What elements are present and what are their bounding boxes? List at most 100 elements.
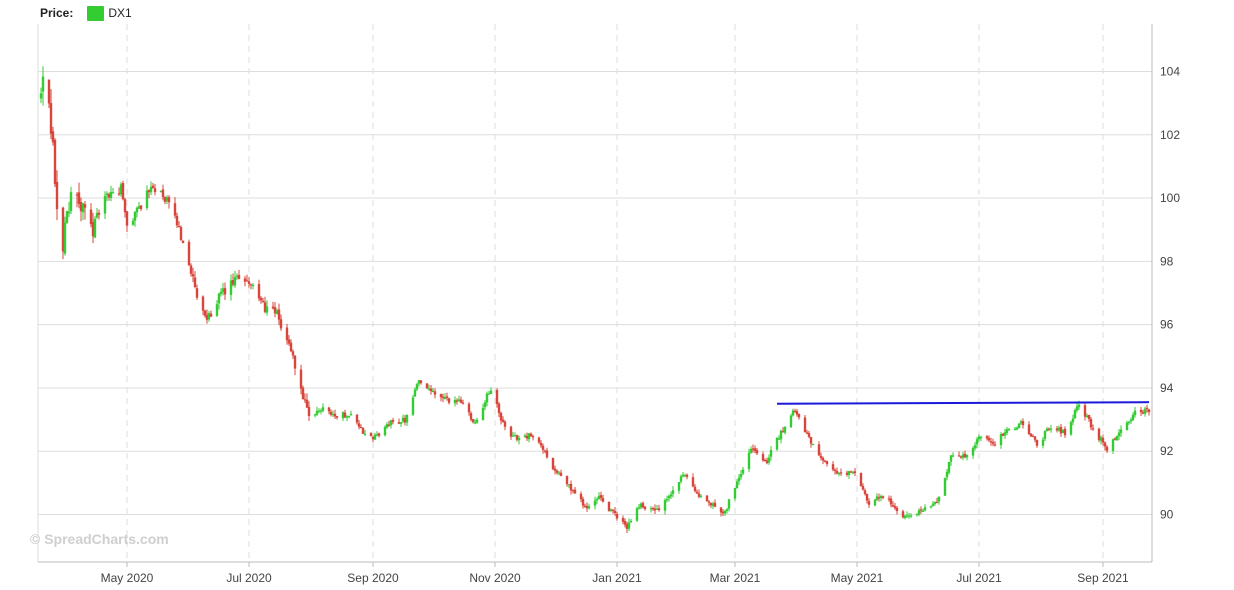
candle-body <box>461 402 465 404</box>
candle-body <box>471 419 475 423</box>
candle <box>683 473 687 478</box>
candle <box>175 212 179 229</box>
candle-body <box>387 424 391 426</box>
candle-body <box>279 319 283 329</box>
candle-body <box>121 183 125 200</box>
candle <box>445 392 449 401</box>
candle-body <box>511 435 515 437</box>
legend-swatch-icon[interactable] <box>87 5 105 21</box>
candle <box>805 429 809 435</box>
candle-body <box>177 225 181 228</box>
candle <box>359 424 363 429</box>
candle <box>1005 426 1009 436</box>
candle <box>933 501 937 506</box>
candle <box>779 429 783 444</box>
candle-body <box>167 197 171 203</box>
candle <box>369 432 373 437</box>
candle-body <box>1005 429 1009 433</box>
candle-body <box>97 212 101 215</box>
candle-body <box>921 510 925 513</box>
candle-body <box>277 309 281 320</box>
candle <box>387 420 391 427</box>
candle-body <box>53 139 57 185</box>
candle-body <box>459 399 463 403</box>
candle <box>763 458 767 462</box>
candle-body <box>943 478 947 496</box>
candle-body <box>1075 406 1079 411</box>
candle-body <box>135 207 139 213</box>
candle-body <box>695 491 699 494</box>
candle <box>161 184 165 201</box>
candle-body <box>765 460 769 464</box>
candle-body <box>543 450 547 452</box>
candle <box>151 182 155 189</box>
candle <box>1027 421 1031 435</box>
candle <box>93 216 97 239</box>
candle <box>305 393 309 409</box>
candle <box>403 415 407 426</box>
candle <box>595 497 599 505</box>
candle <box>957 451 961 457</box>
candle-body <box>1099 437 1103 441</box>
candle <box>515 434 519 442</box>
candle <box>313 413 317 418</box>
candle-body <box>223 288 227 295</box>
candle <box>671 486 675 498</box>
candle-body <box>1083 405 1087 417</box>
candle <box>1071 414 1075 426</box>
y-tick-label: 94 <box>1160 381 1174 395</box>
candle-body <box>343 412 347 418</box>
candle-body <box>413 389 417 397</box>
candle <box>65 210 69 224</box>
candle <box>207 311 211 322</box>
candle-body <box>821 457 825 461</box>
candle-body <box>597 495 601 500</box>
candle <box>793 408 797 413</box>
candle-body <box>669 494 673 497</box>
candle-body <box>735 481 739 489</box>
candle-body <box>371 436 375 440</box>
candle <box>539 440 543 448</box>
candle <box>791 408 795 417</box>
candle <box>1127 420 1131 425</box>
candle-body <box>725 509 729 511</box>
candle <box>951 452 955 458</box>
candle <box>373 432 377 440</box>
candle-body <box>49 102 53 134</box>
candle <box>895 506 899 515</box>
legend-series-name[interactable]: DX1 <box>108 6 132 20</box>
candle <box>823 459 827 463</box>
candle <box>875 493 879 501</box>
candle-body <box>901 511 905 518</box>
candle-body <box>513 435 517 437</box>
candle-body <box>1115 435 1119 441</box>
candle <box>1101 434 1105 446</box>
candle <box>1105 445 1109 453</box>
candle <box>277 303 281 326</box>
candle-body <box>345 416 349 418</box>
candle-body <box>595 499 599 501</box>
candle-body <box>1057 427 1061 431</box>
candle <box>845 470 849 477</box>
candle-body <box>1019 421 1023 424</box>
candle <box>103 191 107 220</box>
candle-body <box>789 415 793 428</box>
candle <box>475 417 479 424</box>
candle-body <box>265 306 269 313</box>
candle <box>943 477 947 496</box>
candle <box>109 185 113 202</box>
candle-body <box>303 399 307 401</box>
candle <box>81 202 85 220</box>
candle-body <box>163 196 167 202</box>
candle-body <box>1085 415 1089 418</box>
candle-body <box>837 472 841 475</box>
candle <box>863 488 867 496</box>
candle-body <box>191 274 195 277</box>
y-tick-label: 98 <box>1160 254 1174 268</box>
candle <box>767 454 771 465</box>
candle-body <box>551 457 555 470</box>
resistance-trendline[interactable] <box>776 401 1150 405</box>
candle-body <box>979 437 983 439</box>
candle-body <box>347 416 351 418</box>
